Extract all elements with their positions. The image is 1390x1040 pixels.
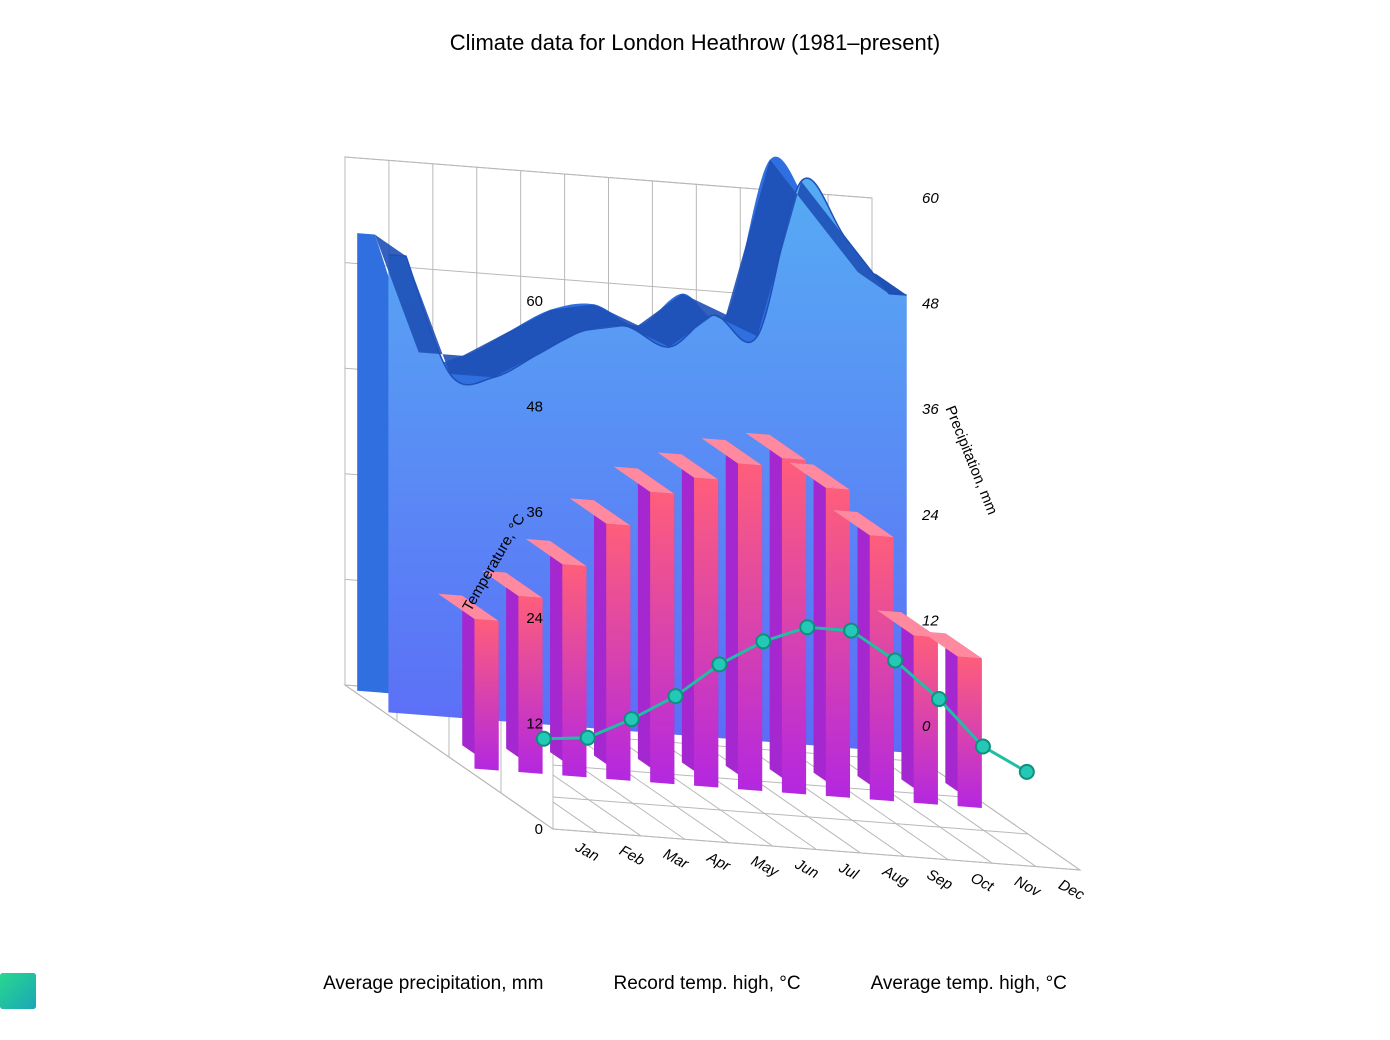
svg-text:Sep: Sep: [924, 866, 956, 894]
svg-text:0: 0: [535, 821, 543, 838]
svg-text:Precipitation, mm: Precipitation, mm: [942, 403, 1001, 517]
svg-text:Jul: Jul: [835, 859, 861, 884]
svg-text:0: 0: [922, 718, 931, 735]
chart-svg: 01224364860Temperature, °C01224364860Pre…: [0, 0, 1390, 1040]
svg-text:Nov: Nov: [1012, 873, 1045, 901]
svg-text:Jun: Jun: [791, 855, 821, 882]
svg-text:Aug: Aug: [879, 862, 912, 890]
legend-label: Average temp. high, °C: [871, 973, 1067, 995]
climate-chart: Climate data for London Heathrow (1981–p…: [0, 0, 1390, 1040]
legend-item-precip: Average precipitation, mm: [323, 973, 543, 995]
svg-text:12: 12: [526, 715, 543, 732]
svg-text:12: 12: [922, 612, 939, 629]
legend-item-record: Record temp. high, °C: [613, 973, 800, 995]
legend: Average precipitation, mm Record temp. h…: [0, 973, 1390, 995]
svg-text:24: 24: [921, 507, 939, 524]
legend-label: Record temp. high, °C: [613, 973, 800, 995]
svg-text:48: 48: [526, 399, 543, 416]
svg-text:Jan: Jan: [572, 838, 602, 865]
svg-text:36: 36: [526, 504, 543, 521]
svg-text:60: 60: [526, 293, 543, 310]
svg-text:48: 48: [922, 296, 939, 313]
svg-text:May: May: [748, 852, 782, 881]
svg-text:36: 36: [922, 401, 939, 418]
svg-text:Apr: Apr: [703, 848, 733, 875]
svg-text:24: 24: [526, 610, 543, 627]
svg-text:60: 60: [922, 190, 939, 207]
svg-text:Mar: Mar: [660, 846, 692, 874]
legend-item-avg: Average temp. high, °C: [871, 973, 1067, 995]
svg-text:Feb: Feb: [616, 842, 647, 869]
svg-text:Dec: Dec: [1056, 876, 1088, 904]
legend-label: Average precipitation, mm: [323, 973, 543, 995]
svg-text:Oct: Oct: [968, 869, 997, 895]
